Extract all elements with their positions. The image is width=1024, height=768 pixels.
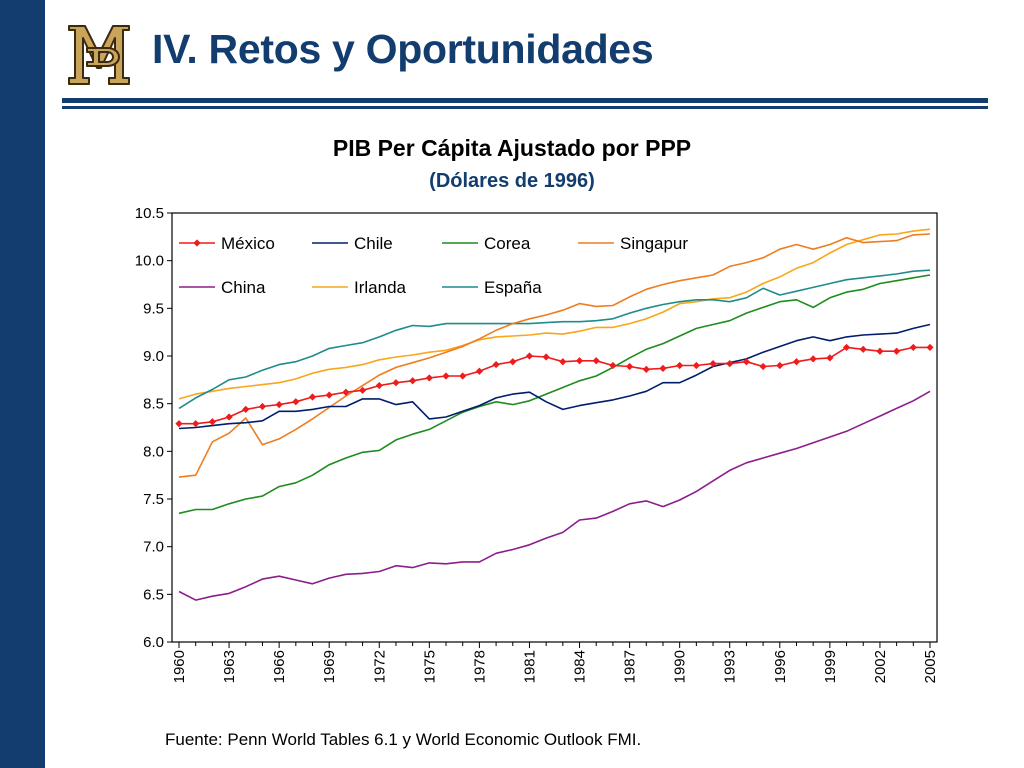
- title-rule-top: [62, 98, 988, 103]
- y-tick-label: 10.0: [135, 253, 164, 270]
- data-point: [375, 381, 383, 390]
- x-tick-label: 1999: [822, 650, 839, 683]
- title-rule-bottom: [62, 106, 988, 109]
- series-line-chile: [178, 323, 931, 430]
- data-point: [475, 367, 483, 375]
- data-point: [442, 372, 450, 380]
- legend-label: China: [221, 278, 266, 297]
- slide-title: IV. Retos y Oportunidades: [152, 26, 654, 72]
- legend-label: España: [484, 278, 542, 297]
- series-line-irlanda: [178, 228, 931, 400]
- x-tick-label: 1963: [221, 650, 238, 683]
- data-point: [692, 361, 700, 370]
- y-tick-label: 6.5: [143, 586, 164, 603]
- x-tick-label: 2002: [872, 650, 889, 683]
- y-tick-label: 7.0: [143, 539, 164, 556]
- x-tick-label: 1987: [622, 650, 639, 683]
- data-point: [258, 402, 267, 411]
- data-point: [459, 372, 467, 380]
- data-point: [826, 354, 834, 362]
- x-tick-label: 1966: [271, 650, 288, 683]
- data-point: [559, 358, 567, 366]
- data-point: [842, 343, 851, 352]
- data-point: [776, 361, 784, 370]
- data-point: [325, 391, 333, 399]
- x-tick-label: 1984: [572, 650, 589, 683]
- series-line-corea: [178, 274, 931, 515]
- x-tick-label: 1978: [471, 650, 488, 683]
- y-tick-label: 7.5: [143, 491, 164, 508]
- chart-title: PIB Per Cápita Ajustado por PPP: [332, 135, 692, 161]
- data-point: [492, 360, 500, 369]
- data-point: [509, 358, 517, 366]
- data-point: [392, 379, 400, 387]
- y-tick-label: 8.5: [143, 396, 164, 413]
- data-point: [192, 420, 200, 428]
- data-point: [859, 345, 867, 353]
- x-tick-label: 1990: [672, 650, 689, 683]
- data-point: [742, 358, 751, 366]
- legend-label: México: [221, 234, 275, 253]
- series-line-china: [178, 390, 931, 601]
- y-tick-label: 9.0: [143, 348, 164, 365]
- data-point: [609, 361, 617, 370]
- data-point: [409, 377, 417, 385]
- bm-logo: [68, 25, 130, 85]
- data-point: [876, 347, 884, 355]
- data-point: [308, 393, 317, 401]
- data-point: [275, 401, 283, 409]
- data-point: [726, 360, 734, 368]
- x-tick-label: 1960: [171, 650, 188, 683]
- series-line-españa: [178, 269, 931, 410]
- x-tick-label: 1993: [722, 650, 739, 683]
- source-note: Fuente: Penn World Tables 6.1 y World Ec…: [165, 730, 642, 749]
- data-point: [909, 343, 917, 352]
- data-point: [642, 365, 650, 373]
- x-tick-label: 1969: [321, 650, 338, 683]
- x-tick-label: 2005: [922, 650, 939, 683]
- data-point: [525, 352, 534, 360]
- y-tick-label: 6.0: [143, 634, 164, 651]
- chart-subtitle: (Dólares de 1996): [429, 170, 595, 192]
- data-point: [709, 360, 717, 368]
- legend-label: Corea: [484, 234, 531, 253]
- sidebar-band: [0, 0, 45, 768]
- data-point: [592, 357, 600, 365]
- legend-label: Singapur: [620, 234, 688, 253]
- data-point: [425, 374, 433, 382]
- y-tick-label: 8.0: [143, 443, 164, 460]
- data-point: [893, 347, 901, 355]
- y-tick-label: 9.5: [143, 300, 164, 317]
- data-point: [626, 362, 634, 371]
- x-tick-label: 1981: [521, 650, 538, 683]
- data-point: [575, 357, 584, 365]
- series-line-méxico: [179, 346, 930, 425]
- legend-label: Chile: [354, 234, 393, 253]
- data-point: [676, 361, 684, 370]
- legend-marker: [193, 239, 201, 247]
- legend-label: Irlanda: [354, 278, 407, 297]
- data-point: [792, 358, 801, 366]
- data-point: [175, 420, 183, 428]
- data-point: [292, 398, 300, 406]
- data-point: [208, 418, 216, 426]
- data-point: [342, 388, 350, 396]
- data-point: [542, 353, 550, 361]
- x-tick-label: 1996: [772, 650, 789, 683]
- data-point: [926, 343, 934, 352]
- x-tick-label: 1975: [421, 650, 438, 683]
- y-tick-label: 10.5: [135, 205, 164, 222]
- data-point: [358, 386, 367, 394]
- data-point: [225, 413, 233, 421]
- data-point: [809, 355, 817, 363]
- data-point: [242, 405, 250, 413]
- x-tick-label: 1972: [371, 650, 388, 683]
- series-line-singapur: [178, 233, 931, 478]
- data-point: [759, 362, 767, 371]
- data-point: [659, 364, 667, 372]
